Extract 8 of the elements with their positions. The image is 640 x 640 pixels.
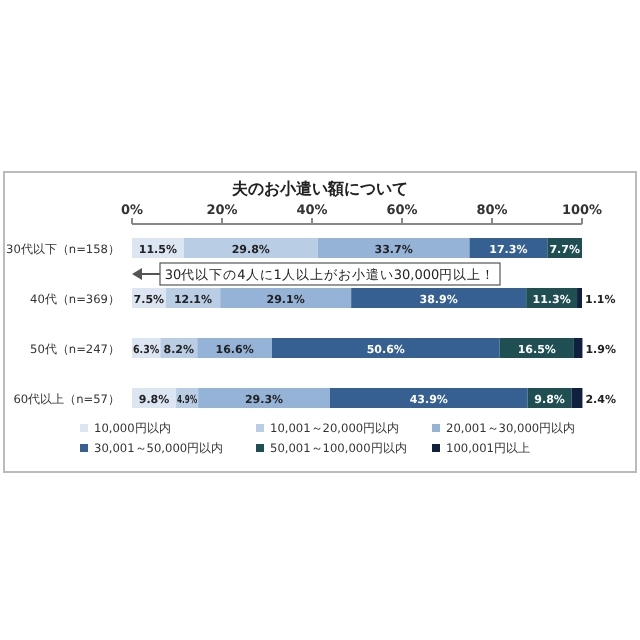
bar (573, 338, 583, 358)
bar (198, 388, 330, 408)
bar (330, 388, 528, 408)
bar (317, 238, 470, 258)
bar (571, 388, 583, 408)
bar (271, 338, 500, 358)
chart-title: 夫のお小遣い額について (230, 180, 408, 198)
bar (183, 238, 318, 258)
